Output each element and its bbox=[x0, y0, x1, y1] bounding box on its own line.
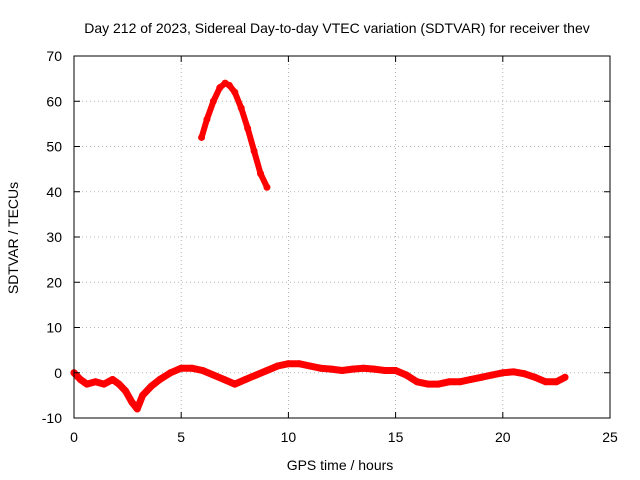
x-axis-label: GPS time / hours bbox=[287, 457, 394, 473]
data-point bbox=[561, 373, 569, 381]
x-tick-label: 10 bbox=[281, 429, 297, 445]
y-tick-label: 30 bbox=[46, 229, 62, 245]
series-0 bbox=[198, 79, 271, 191]
data-point bbox=[115, 380, 123, 388]
y-tick-label: 60 bbox=[46, 93, 62, 109]
axes: 0 5 10 15 20 25 -10 0 10 20 30 40 50 60 70 bbox=[42, 48, 618, 445]
data-point bbox=[203, 115, 211, 123]
data-point bbox=[456, 378, 464, 386]
y-tick-label: 40 bbox=[46, 184, 62, 200]
data-point bbox=[402, 371, 410, 379]
y-tick-label: 20 bbox=[46, 274, 62, 290]
y-tick-label: 50 bbox=[46, 139, 62, 155]
data-point bbox=[542, 378, 550, 386]
data-point bbox=[121, 387, 129, 395]
data-point bbox=[477, 373, 485, 381]
data-point bbox=[531, 373, 539, 381]
data-point bbox=[133, 405, 141, 413]
data-point bbox=[370, 365, 378, 373]
data-point bbox=[177, 364, 185, 372]
data-point bbox=[434, 380, 442, 388]
data-point bbox=[510, 368, 518, 376]
data-point bbox=[237, 104, 245, 112]
data-point bbox=[445, 378, 453, 386]
data-point bbox=[231, 380, 239, 388]
x-tick-label: 25 bbox=[602, 429, 618, 445]
chart-title: Day 212 of 2023, Sidereal Day-to-day VTE… bbox=[84, 20, 590, 36]
data-point bbox=[274, 362, 282, 370]
data-point bbox=[488, 371, 496, 379]
data-point bbox=[499, 369, 507, 377]
data-point bbox=[359, 364, 367, 372]
y-tick-label: 70 bbox=[46, 48, 62, 64]
data-point bbox=[199, 366, 207, 374]
x-tick-label: 0 bbox=[70, 429, 78, 445]
data-point bbox=[156, 376, 164, 384]
data-point bbox=[413, 378, 421, 386]
y-tick-label: 10 bbox=[46, 320, 62, 336]
grid bbox=[74, 56, 610, 418]
data-point bbox=[128, 398, 136, 406]
x-tick-label: 15 bbox=[388, 429, 404, 445]
data-point bbox=[520, 370, 528, 378]
data-point bbox=[327, 365, 335, 373]
data-point bbox=[109, 376, 117, 384]
data-point bbox=[263, 366, 271, 374]
data-point bbox=[250, 147, 258, 155]
series-1 bbox=[70, 360, 569, 413]
data-point bbox=[257, 170, 265, 178]
data-point bbox=[100, 380, 108, 388]
data-point bbox=[83, 380, 91, 388]
data-point bbox=[76, 376, 84, 384]
x-tick-label: 5 bbox=[177, 429, 185, 445]
data-point bbox=[209, 97, 217, 105]
data-point bbox=[381, 366, 389, 374]
data-point bbox=[552, 378, 560, 386]
data-point bbox=[225, 81, 233, 89]
y-tick-label: 0 bbox=[54, 365, 62, 381]
data-point bbox=[263, 183, 271, 191]
data-point bbox=[244, 124, 252, 132]
data-point bbox=[392, 366, 400, 374]
data-point bbox=[349, 365, 357, 373]
data-point bbox=[147, 382, 155, 390]
series-layer bbox=[70, 79, 569, 413]
y-axis-label: SDTVAR / TECUs bbox=[5, 182, 21, 294]
x-tick-label: 20 bbox=[495, 429, 511, 445]
data-point bbox=[216, 84, 224, 92]
data-point bbox=[467, 376, 475, 384]
data-point bbox=[198, 133, 206, 141]
data-point bbox=[188, 364, 196, 372]
data-point bbox=[220, 376, 228, 384]
data-point bbox=[242, 376, 250, 384]
data-point bbox=[295, 360, 303, 368]
data-point bbox=[306, 362, 314, 370]
data-point bbox=[317, 364, 325, 372]
data-point bbox=[166, 369, 174, 377]
data-point bbox=[338, 366, 346, 374]
data-point bbox=[91, 378, 99, 386]
data-point bbox=[284, 360, 292, 368]
data-point bbox=[252, 371, 260, 379]
data-point bbox=[424, 380, 432, 388]
data-point bbox=[139, 391, 147, 399]
data-point bbox=[231, 88, 239, 96]
y-tick-label: -10 bbox=[42, 410, 62, 426]
data-point bbox=[209, 371, 217, 379]
